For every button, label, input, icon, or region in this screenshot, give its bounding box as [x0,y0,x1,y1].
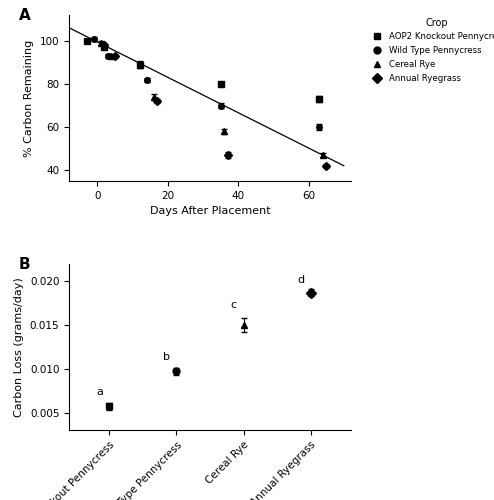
Legend: AOP2 Knockout Pennycress, Wild Type Pennycress, Cereal Rye, Annual Ryegrass: AOP2 Knockout Pennycress, Wild Type Penn… [367,16,494,84]
Y-axis label: % Carbon Remaining: % Carbon Remaining [24,40,34,156]
Text: b: b [163,352,170,362]
Text: a: a [96,387,103,397]
Text: A: A [18,8,30,24]
Text: c: c [230,300,237,310]
Text: d: d [297,275,304,285]
Y-axis label: Carbon Loss (grams/day): Carbon Loss (grams/day) [14,277,24,417]
Text: B: B [18,258,30,272]
X-axis label: Days After Placement: Days After Placement [150,206,270,216]
